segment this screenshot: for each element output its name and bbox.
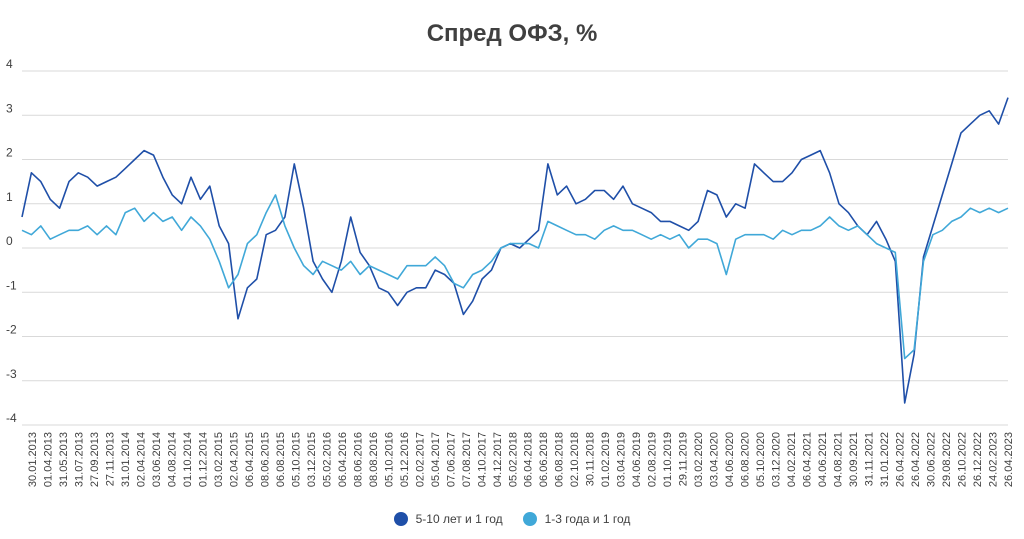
y-tick-label: -2 — [6, 323, 17, 337]
x-tick-label: 01.10.2019 — [662, 432, 674, 487]
x-tick-label: 29.08.2022 — [941, 432, 953, 487]
x-tick-label: 05.10.2015 — [290, 432, 302, 487]
x-tick-label: 27.09.2013 — [89, 432, 101, 487]
x-tick-label: 04.06.2020 — [724, 432, 736, 487]
x-tick-label: 31.05.2013 — [58, 432, 70, 487]
x-tick-label: 06.04.2016 — [337, 432, 349, 487]
x-tick-label: 05.10.2020 — [755, 432, 767, 487]
x-tick-label: 03.12.2020 — [771, 432, 783, 487]
x-tick-label: 30.11.2018 — [585, 432, 597, 486]
x-tick-label: 03.06.2014 — [151, 432, 163, 487]
x-tick-label: 04.06.2021 — [817, 432, 829, 487]
x-tick-label: 06.04.2021 — [802, 432, 814, 487]
x-tick-label: 05.02.2016 — [321, 432, 333, 487]
x-tick-label: 06.04.2015 — [244, 432, 256, 487]
x-tick-label: 26.12.2022 — [972, 432, 984, 487]
x-tick-label: 01.10.2014 — [182, 432, 194, 487]
x-tick-label: 31.11.2021 — [864, 432, 876, 486]
x-tick-label: 02.04.2015 — [228, 432, 240, 487]
x-tick-label: 05.04.2017 — [430, 432, 442, 487]
x-tick-label: 03.04.2019 — [616, 432, 628, 487]
y-tick-label: 4 — [6, 57, 13, 71]
y-tick-label: 0 — [6, 234, 13, 248]
x-tick-label: 07.08.2017 — [461, 432, 473, 487]
x-tick-label: 02.10.2018 — [569, 432, 581, 487]
x-tick-label: 01.12.2014 — [197, 432, 209, 487]
y-tick-label: -3 — [6, 367, 17, 381]
series-line-1 — [21, 97, 1009, 404]
x-tick-label: 05.10.2016 — [383, 432, 395, 487]
x-tick-label: 31.01.2022 — [879, 432, 891, 487]
x-tick-label: 06.06.2018 — [538, 432, 550, 487]
y-tick-label: -4 — [6, 411, 17, 425]
legend-marker-series-1 — [393, 512, 408, 526]
x-tick-label: 08.06.2016 — [352, 432, 364, 487]
x-tick-label: 02.04.2014 — [135, 432, 147, 487]
x-tick-label: 02.02.2017 — [414, 432, 426, 487]
legend: 5-10 лет и 1 год 1-3 года и 1 год — [0, 512, 1024, 526]
x-tick-label: 05.02.2018 — [507, 432, 519, 487]
chart-title: Спред ОФЗ, % — [426, 20, 598, 47]
x-tick-label: 04.10.2017 — [476, 432, 488, 487]
x-tick-label: 03.04.2020 — [709, 432, 721, 487]
x-tick-label: 06.08.2015 — [275, 432, 287, 487]
series-line-2 — [21, 194, 1009, 360]
legend-marker-series-2 — [522, 512, 537, 526]
y-tick-label: 1 — [6, 190, 13, 204]
x-tick-label: 08.08.2016 — [368, 432, 380, 487]
x-tick-label: 26.04.2022 — [895, 432, 907, 487]
x-tick-label: 08.06.2015 — [259, 432, 271, 487]
x-tick-label: 26.04.2023 — [1003, 432, 1015, 487]
x-tick-label: 24.02.2023 — [988, 432, 1000, 487]
x-tick-label: 27.11.2013 — [104, 432, 116, 486]
x-tick-label: 04.12.2017 — [492, 432, 504, 487]
x-tick-label: 02.08.2019 — [647, 432, 659, 487]
legend-label-series-2: 1-3 года и 1 год — [544, 512, 631, 526]
x-tick-label: 04.02.2021 — [786, 432, 798, 487]
x-tick-label: 31.07.2013 — [73, 432, 85, 487]
x-tick-label: 26.04.2022 — [910, 432, 922, 487]
y-tick-label: 3 — [6, 101, 13, 115]
x-tick-label: 01.04.2013 — [42, 432, 54, 487]
x-tick-label: 29.11.2019 — [678, 432, 690, 486]
x-tick-label: 04.08.2014 — [166, 432, 178, 487]
x-tick-label: 06.04.2018 — [523, 432, 535, 487]
y-tick-label: 2 — [6, 146, 13, 160]
x-tick-label: 03.02.2020 — [693, 432, 705, 487]
x-tick-label: 04.06.2019 — [631, 432, 643, 487]
x-tick-label: 30.01.2013 — [27, 432, 39, 487]
x-tick-label: 30.09.2021 — [848, 432, 860, 487]
y-tick-label: -1 — [6, 278, 17, 292]
x-tick-label: 06.08.2020 — [740, 432, 752, 487]
x-tick-label: 07.06.2017 — [445, 432, 457, 487]
x-tick-label: 04.08.2021 — [833, 432, 845, 487]
x-tick-label: 03.12.2015 — [306, 432, 318, 487]
x-tick-label: 30.06.2022 — [926, 432, 938, 487]
legend-item-series-1: 5-10 лет и 1 год — [393, 512, 503, 526]
legend-label-series-1: 5-10 лет и 1 год — [415, 512, 503, 526]
legend-item-series-2: 1-3 года и 1 год — [522, 512, 631, 526]
x-tick-label: 26.10.2022 — [957, 432, 969, 487]
x-tick-label: 06.08.2018 — [554, 432, 566, 487]
x-tick-label: 31.01.2014 — [120, 432, 132, 487]
x-tick-label: 03.02.2015 — [213, 432, 225, 487]
x-tick-label: 05.12.2016 — [399, 432, 411, 487]
x-tick-label: 01.02.2019 — [600, 432, 612, 487]
